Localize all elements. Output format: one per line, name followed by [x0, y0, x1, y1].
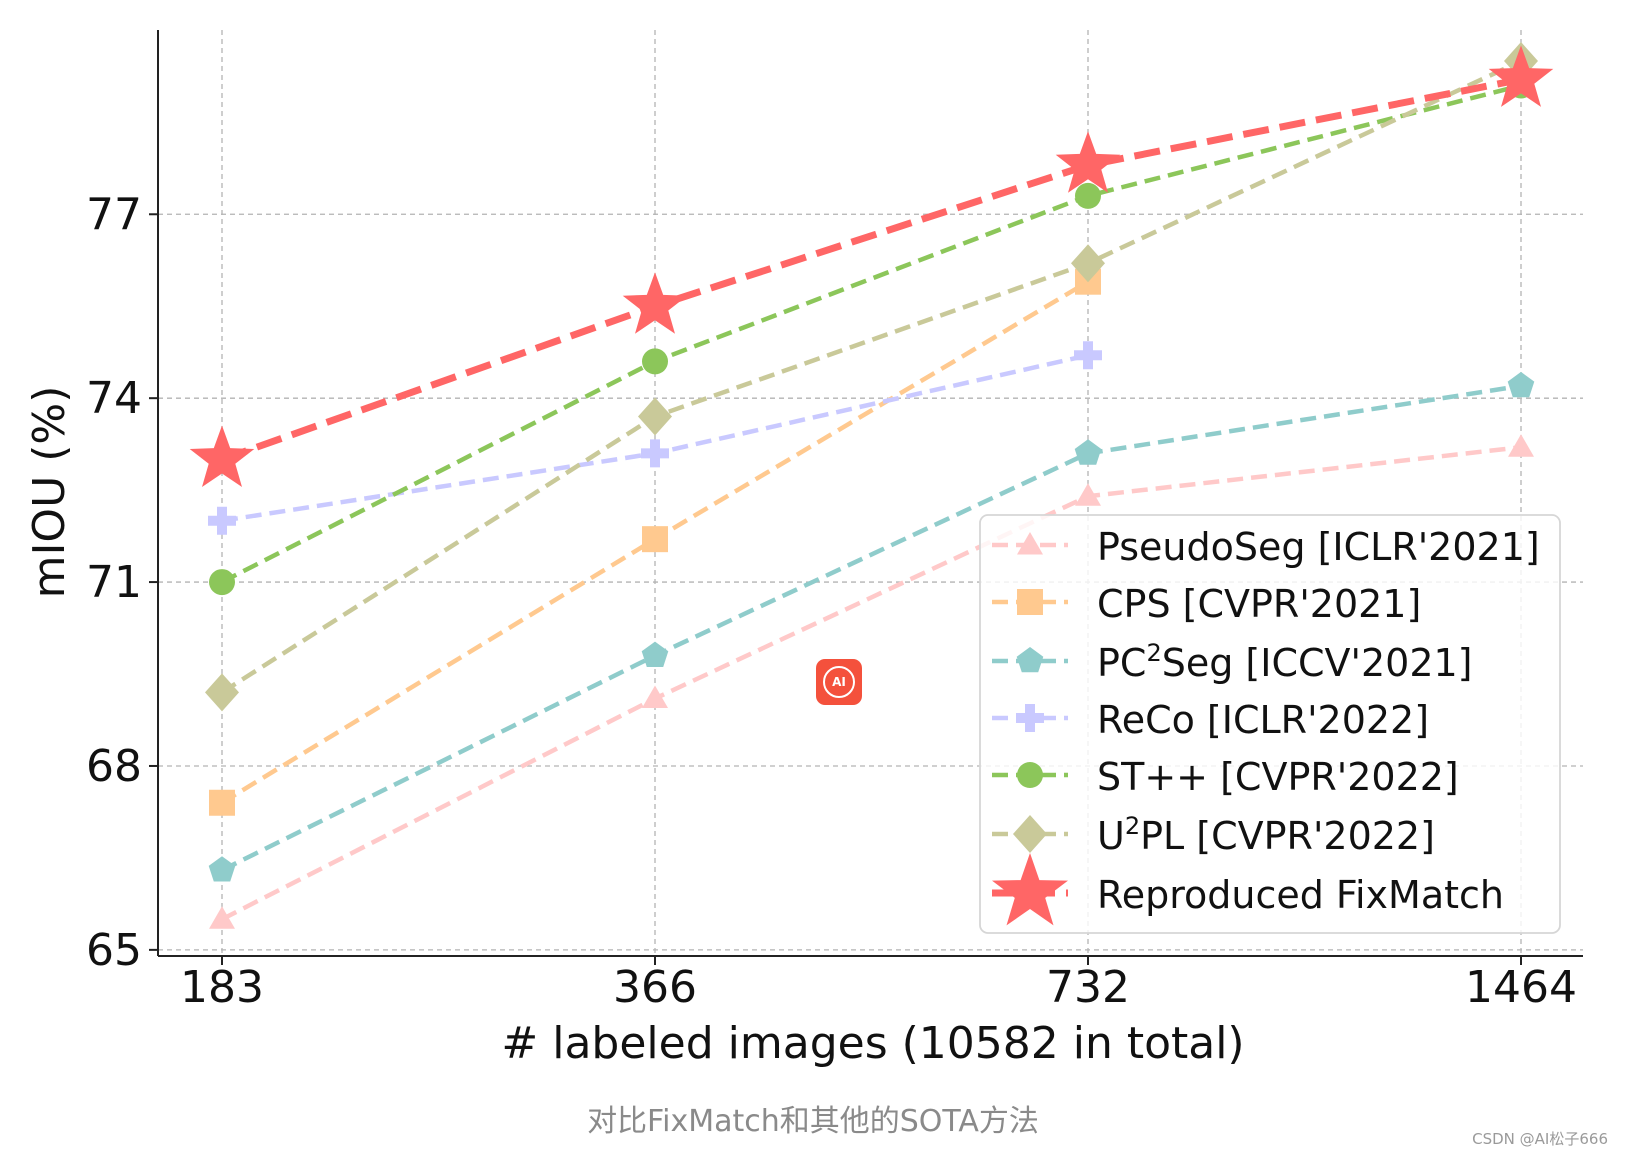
data-point-marker — [1507, 371, 1535, 398]
legend-marker — [1017, 532, 1043, 555]
data-point-marker — [205, 673, 239, 712]
legend-marker — [1025, 704, 1035, 732]
ai-badge-ring: AI — [823, 666, 855, 698]
legend-label: ReCo [ICLR'2022] — [1097, 698, 1429, 742]
legend-marker — [1013, 815, 1047, 853]
data-point-marker — [217, 506, 227, 535]
legend-label: U2PL [CVPR'2022] — [1097, 812, 1435, 858]
legend-marker — [1017, 762, 1043, 788]
series-line — [220, 75, 1522, 463]
series-triangle — [209, 434, 1534, 929]
y-tick-label: 65 — [86, 925, 142, 976]
data-point-marker — [650, 439, 660, 468]
figure-caption: 对比FixMatch和其他的SOTA方法 — [587, 1104, 1039, 1139]
legend-entry: CPS [CVPR'2021] — [992, 582, 1421, 626]
y-tick-label: 74 — [86, 373, 142, 424]
legend-label: ST++ [CVPR'2022] — [1097, 755, 1459, 799]
ai-chat-icon[interactable]: AI — [816, 659, 862, 705]
ai-badge-label: AI — [832, 675, 846, 689]
legend-marker — [1017, 589, 1043, 615]
data-point-marker — [1055, 131, 1121, 193]
series — [189, 42, 1554, 929]
x-axis-title: # labeled images (10582 in total) — [501, 1018, 1244, 1069]
legend-entry: PseudoSeg [ICLR'2021] — [992, 525, 1540, 569]
data-point-marker — [1075, 182, 1101, 209]
watermark: CSDN @AI松子666 — [1472, 1130, 1608, 1148]
x-ticks: 183 366 732 1464 — [180, 956, 1577, 1013]
series-pentagon — [208, 371, 1535, 882]
series-plus — [208, 341, 1102, 535]
series-line — [220, 83, 1522, 585]
axes — [157, 30, 1583, 957]
data-point-marker — [1074, 439, 1102, 465]
legend-marker — [1016, 647, 1044, 673]
legend-label: Reproduced FixMatch — [1097, 873, 1504, 917]
legend-box — [979, 514, 1561, 934]
data-point-marker — [642, 348, 668, 375]
legend-marker — [992, 853, 1068, 926]
data-point-marker — [1488, 45, 1554, 107]
legend-entry: ReCo [ICLR'2022] — [992, 698, 1429, 742]
legend-entry: PC2Seg [ICCV'2021] — [992, 639, 1473, 685]
series-star — [189, 45, 1554, 487]
series-line — [220, 444, 1522, 922]
data-point-marker — [208, 856, 236, 882]
series-line — [220, 58, 1522, 695]
data-point-marker — [209, 569, 235, 596]
series-line — [221, 383, 1522, 873]
data-point-marker — [209, 906, 235, 929]
legend-label: CPS [CVPR'2021] — [1097, 582, 1421, 626]
y-ticks: 65 68 71 74 77 — [86, 189, 158, 976]
x-tick-label: 366 — [613, 962, 697, 1013]
data-point-marker — [638, 397, 672, 436]
data-point-marker — [1075, 483, 1101, 506]
legend-label: PseudoSeg [ICLR'2021] — [1097, 525, 1540, 569]
data-point-marker — [641, 641, 669, 667]
x-tick-label: 183 — [180, 962, 264, 1013]
data-point-marker — [642, 685, 668, 708]
data-point-marker — [189, 425, 255, 487]
data-point-marker — [622, 272, 688, 334]
data-point-marker — [1071, 244, 1105, 283]
data-point-marker — [1508, 434, 1534, 457]
y-tick-label: 68 — [86, 741, 142, 792]
y-tick-label: 71 — [86, 557, 142, 608]
x-tick-label: 1464 — [1465, 962, 1577, 1013]
data-point-marker — [1083, 341, 1093, 370]
data-point-marker — [642, 526, 668, 553]
legend-label: PC2Seg [ICCV'2021] — [1097, 639, 1473, 685]
legend-entry: ST++ [CVPR'2022] — [992, 755, 1459, 799]
y-tick-label: 77 — [86, 189, 142, 240]
legend-entry: U2PL [CVPR'2022] — [992, 812, 1435, 858]
data-point-marker — [209, 789, 235, 816]
x-tick-label: 732 — [1046, 962, 1130, 1013]
legend: PseudoSeg [ICLR'2021] CPS [CVPR'2021] PC2S… — [979, 514, 1561, 934]
legend-entry: Reproduced FixMatch — [992, 853, 1504, 926]
y-axis-title: mIOU (%) — [24, 386, 75, 599]
